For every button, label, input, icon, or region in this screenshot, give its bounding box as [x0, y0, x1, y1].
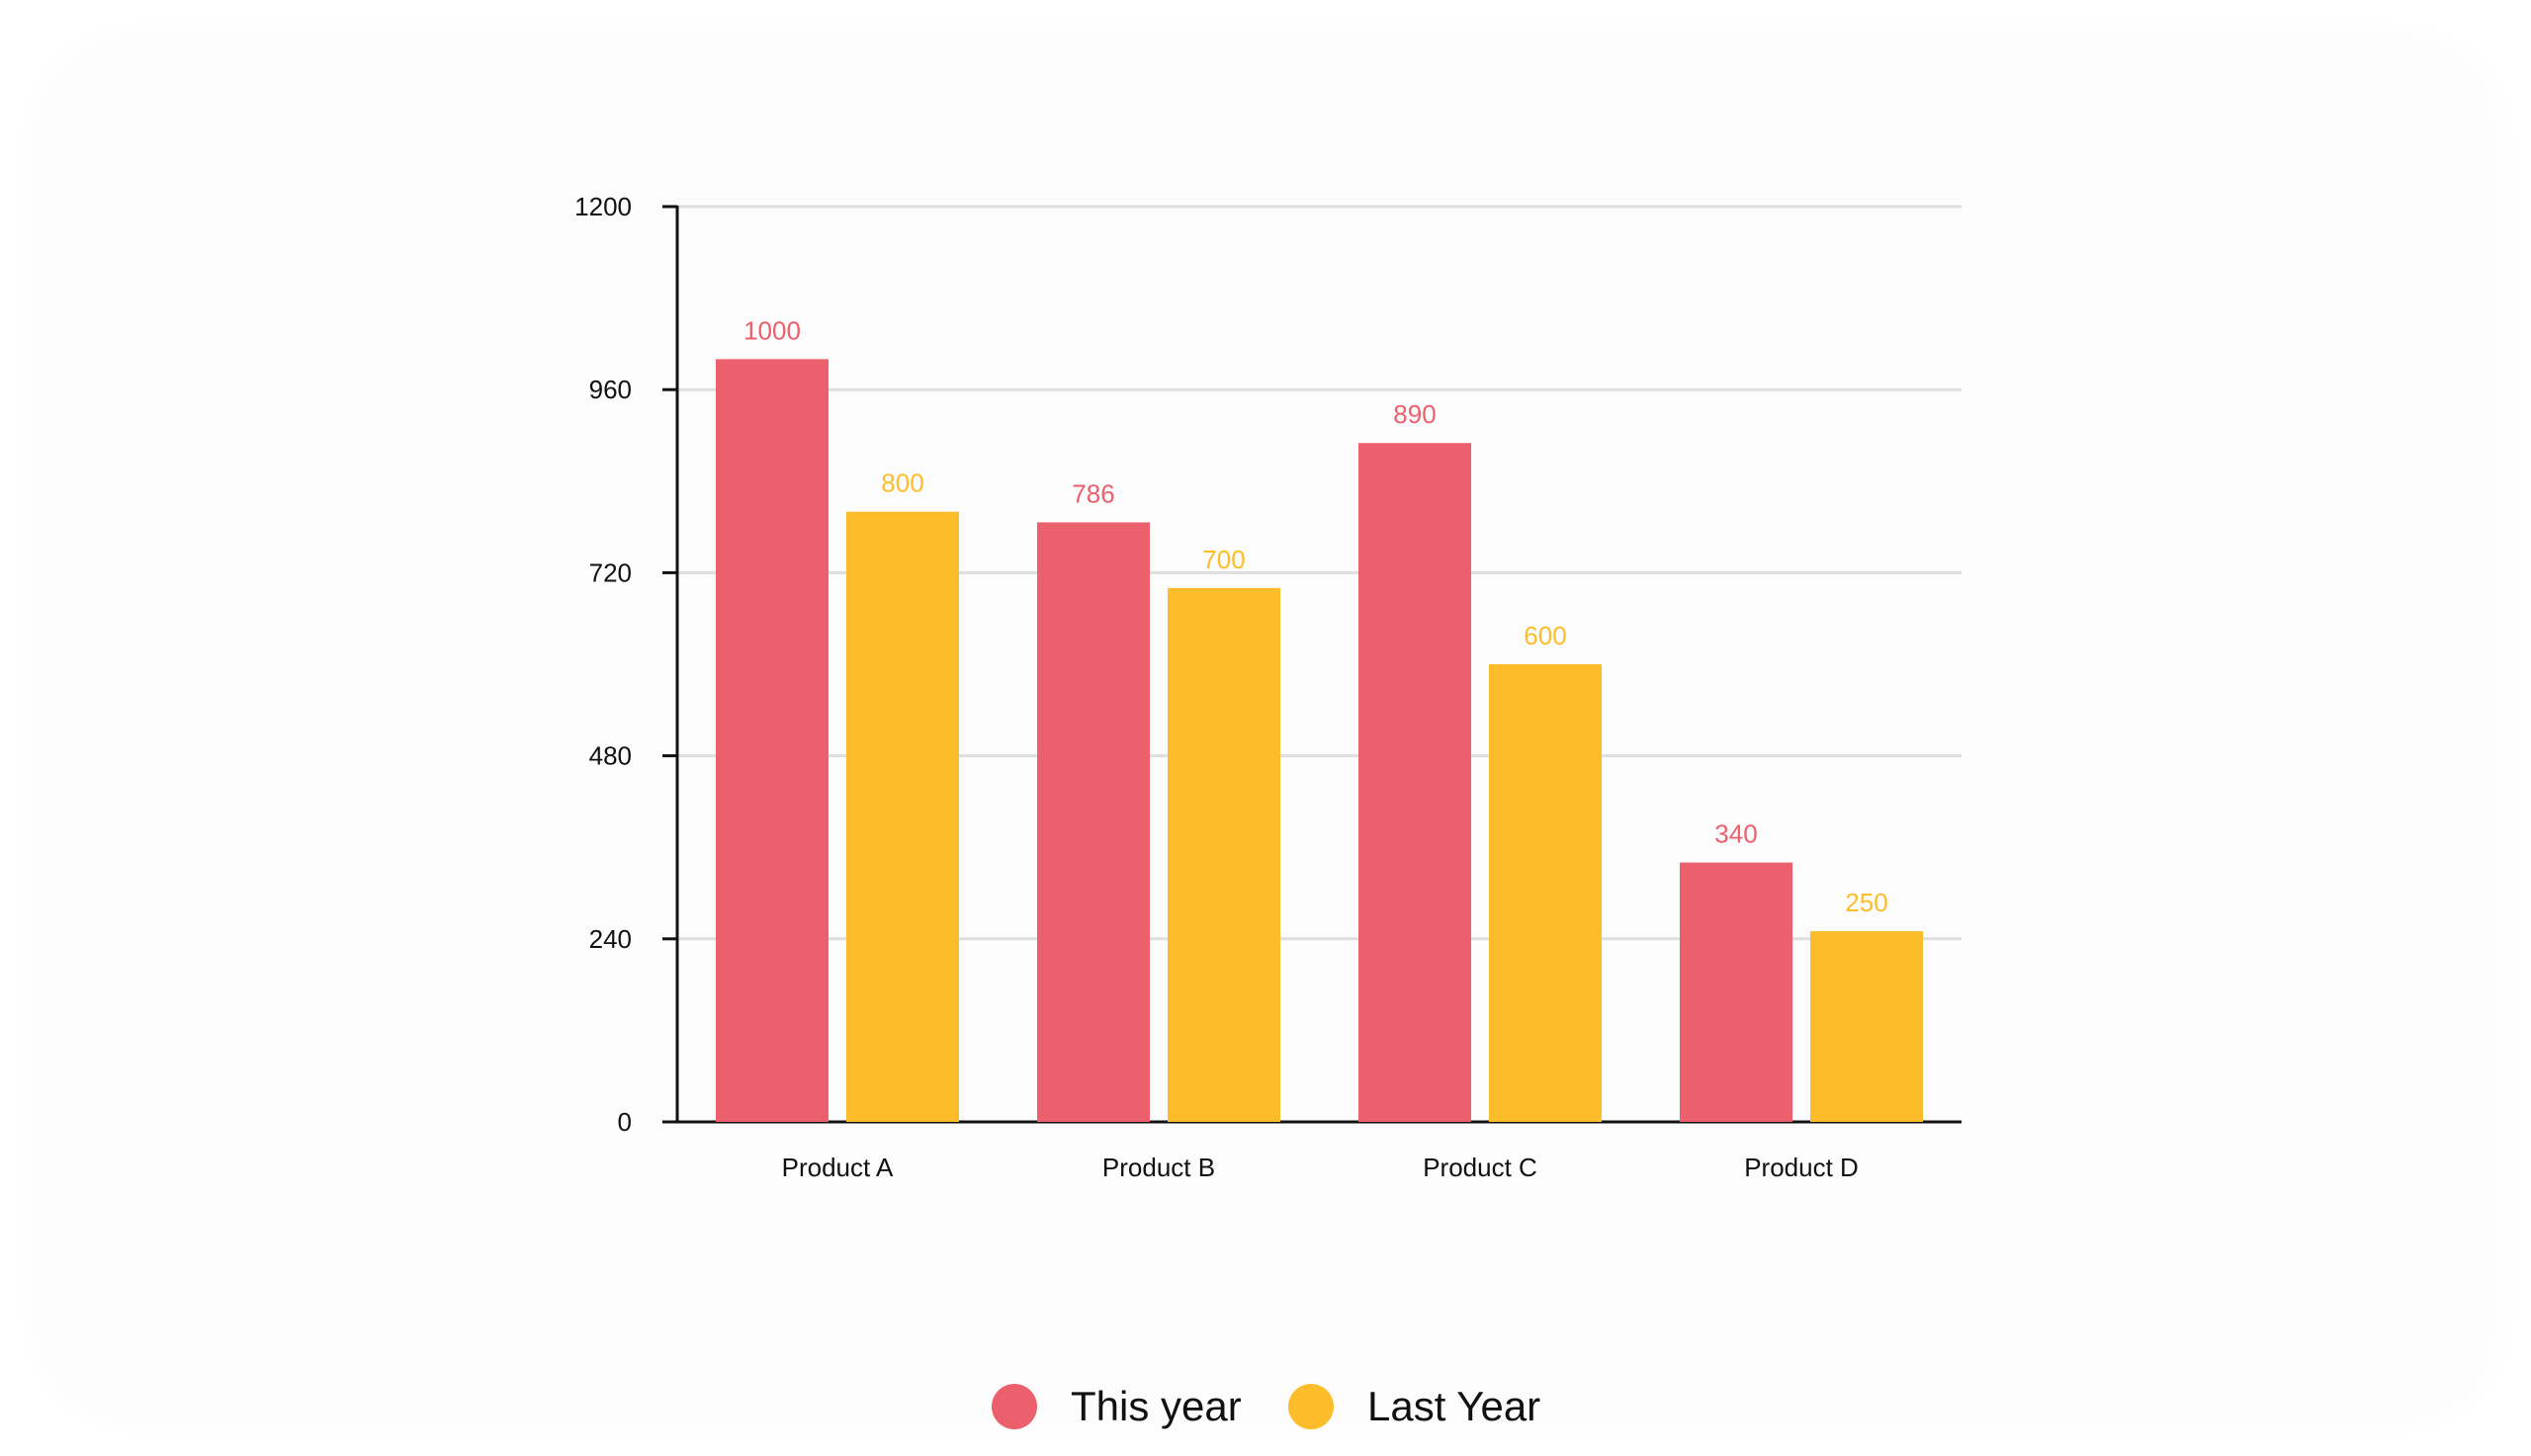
- x-tick-label: Product C: [1423, 1153, 1537, 1182]
- data-label: 700: [1202, 545, 1245, 574]
- y-tick-label: 1200: [574, 192, 632, 221]
- data-label: 786: [1072, 478, 1114, 508]
- y-tick-label: 240: [589, 924, 632, 954]
- legend-item-this-year[interactable]: This year: [992, 1377, 1242, 1436]
- bar-last-year: [1489, 664, 1602, 1122]
- legend-dot-last-year: [1288, 1384, 1334, 1429]
- y-tick-label: 480: [589, 741, 632, 771]
- legend-label: Last Year: [1367, 1383, 1541, 1429]
- y-tick-label: 0: [618, 1107, 632, 1137]
- bar-last-year: [846, 511, 959, 1122]
- bar-this-year: [1680, 862, 1792, 1122]
- data-label: 800: [881, 469, 923, 498]
- x-tick-label: Product A: [782, 1153, 894, 1182]
- bar-last-year: [1168, 587, 1280, 1122]
- data-label: 1000: [743, 315, 801, 345]
- legend-label: This year: [1071, 1383, 1242, 1429]
- x-tick-label: Product D: [1744, 1153, 1859, 1182]
- bar-this-year: [716, 359, 829, 1122]
- data-label: 890: [1393, 399, 1436, 429]
- bar-this-year: [1037, 522, 1150, 1122]
- legend: This year Last Year: [0, 1377, 2531, 1436]
- data-label: 600: [1524, 621, 1566, 650]
- data-label: 340: [1714, 819, 1757, 849]
- bar-last-year: [1810, 931, 1923, 1122]
- bar-this-year: [1358, 443, 1471, 1122]
- legend-dot-this-year: [992, 1384, 1037, 1429]
- data-label: 250: [1845, 888, 1887, 917]
- y-tick-label: 720: [589, 557, 632, 587]
- y-tick-label: 960: [589, 375, 632, 404]
- x-tick-label: Product B: [1102, 1153, 1215, 1182]
- legend-item-last-year[interactable]: Last Year: [1288, 1377, 1540, 1436]
